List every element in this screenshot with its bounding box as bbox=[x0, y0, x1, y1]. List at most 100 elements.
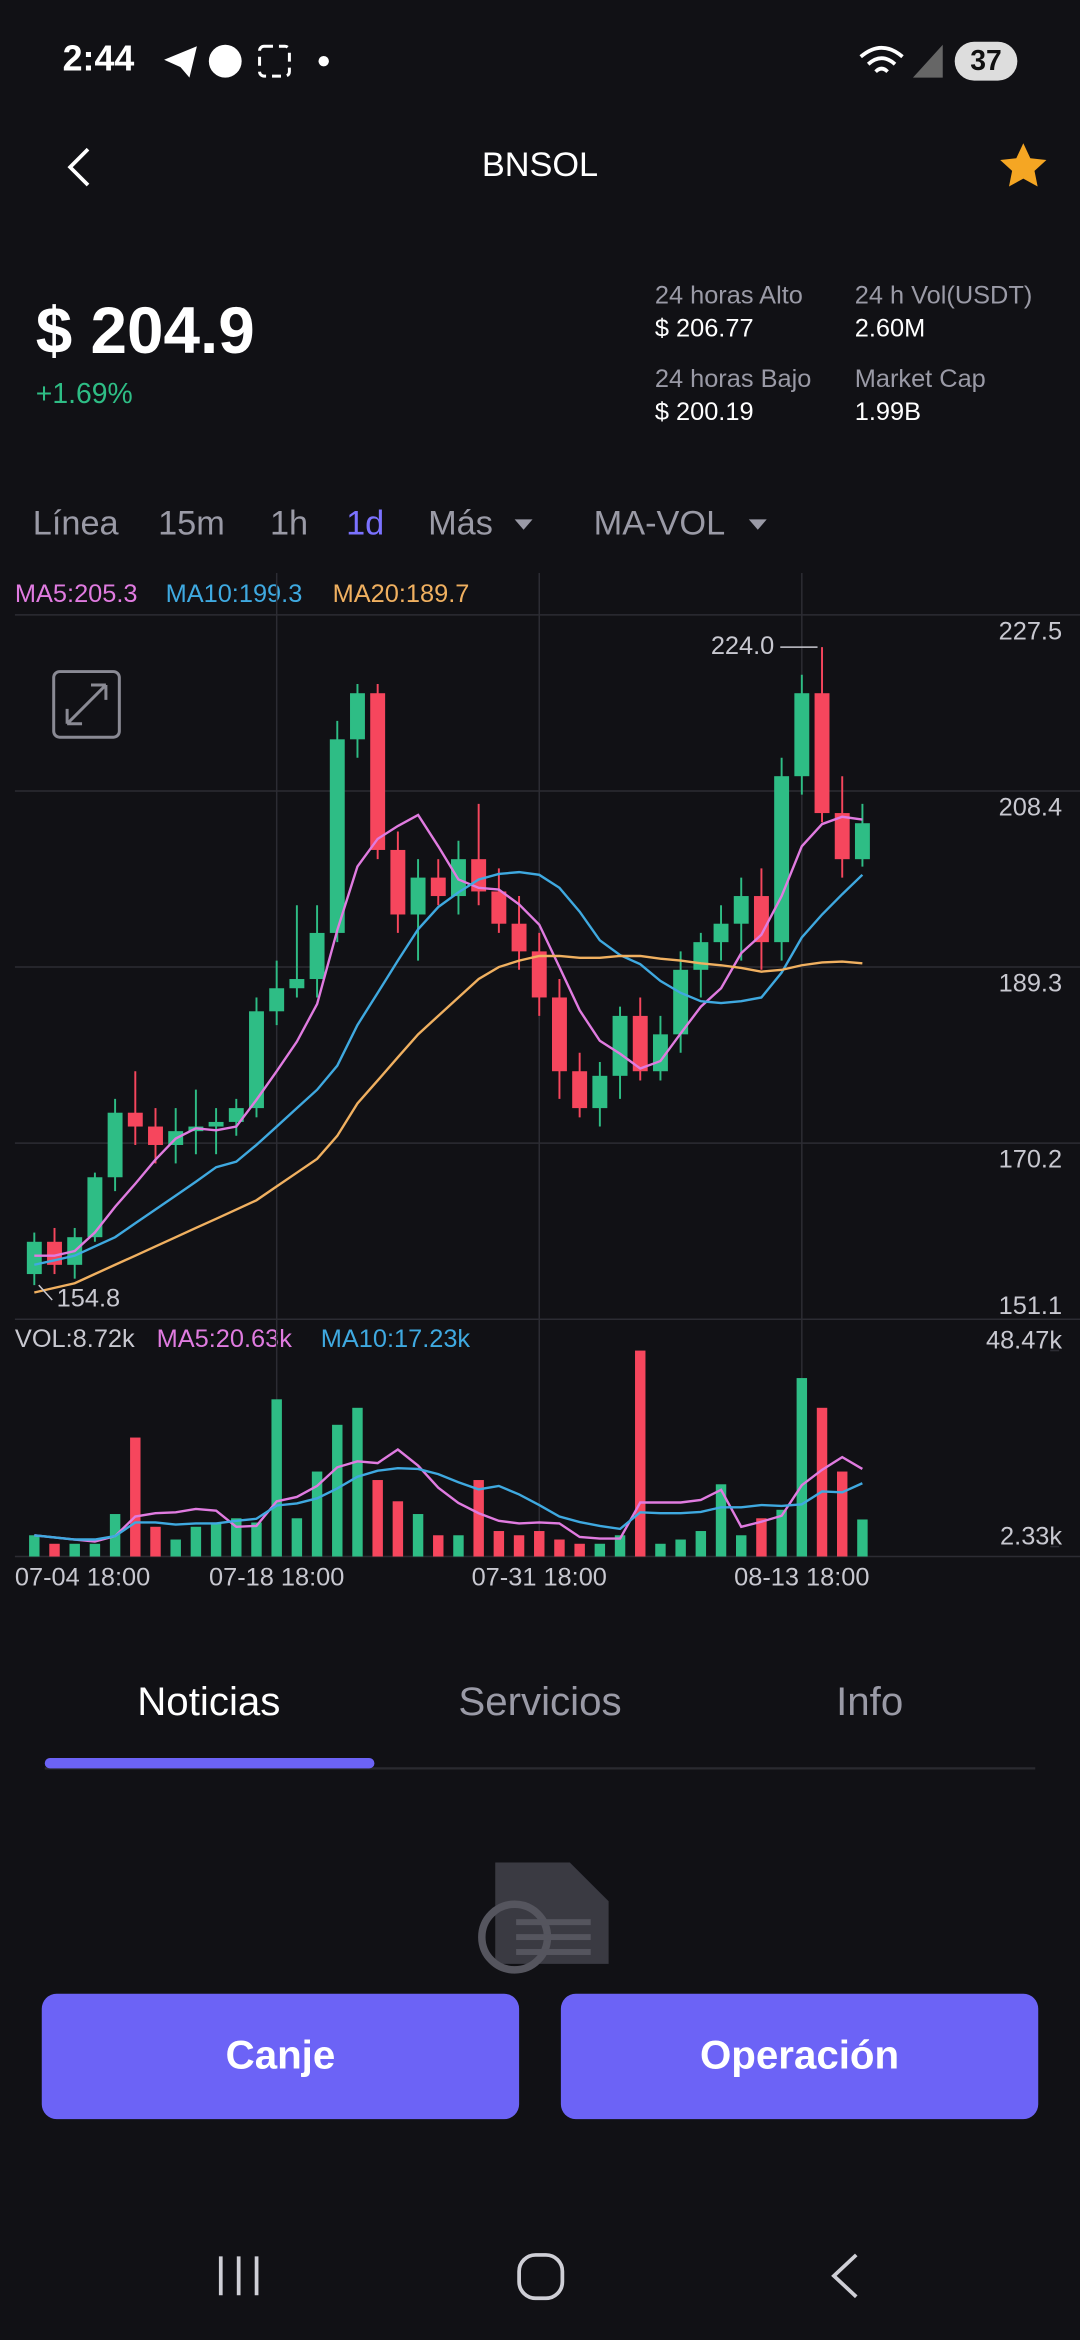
volume-bar bbox=[89, 1543, 101, 1557]
volume-bar bbox=[412, 1514, 424, 1557]
candle-body bbox=[228, 1108, 244, 1122]
candle-body bbox=[713, 923, 729, 943]
volume-legend: MA5:20.63k bbox=[157, 1325, 293, 1353]
stat-value: $ 206.77 bbox=[655, 315, 754, 343]
candle-body bbox=[612, 1015, 628, 1076]
volume-bar bbox=[614, 1535, 626, 1557]
nav-recents[interactable] bbox=[218, 2256, 259, 2296]
candle-body bbox=[430, 877, 446, 897]
volume-bar bbox=[695, 1531, 707, 1557]
volume-bar bbox=[190, 1526, 202, 1557]
high-annotation: 224.0 bbox=[711, 632, 774, 660]
interval-tab-active[interactable]: 1d bbox=[346, 504, 384, 542]
pair-title: BNSOL bbox=[482, 146, 598, 184]
y-tick-label: 227.5 bbox=[999, 617, 1062, 645]
volume-bar bbox=[534, 1531, 545, 1557]
interval-tab[interactable]: 1h bbox=[270, 504, 308, 542]
candle-body bbox=[551, 997, 567, 1072]
favorite-star[interactable] bbox=[1000, 143, 1047, 187]
volume-bar bbox=[776, 1509, 787, 1557]
volume-bar bbox=[635, 1350, 646, 1557]
volume-bar bbox=[736, 1535, 747, 1557]
ma-legend: MA10:199.3 bbox=[166, 580, 303, 608]
whatsapp-icon bbox=[208, 44, 242, 78]
candle-body bbox=[148, 1126, 163, 1145]
candle-body bbox=[774, 776, 790, 943]
volume-bar bbox=[271, 1399, 282, 1557]
x-tick-label: 07-04 18:00 bbox=[15, 1564, 150, 1592]
interval-tab[interactable]: Línea bbox=[33, 504, 120, 542]
candle-body bbox=[794, 693, 810, 777]
candle-body bbox=[410, 877, 426, 915]
candle-body bbox=[834, 813, 850, 860]
candle-body bbox=[249, 1011, 264, 1109]
candle-body bbox=[814, 693, 830, 814]
low-annotation: 154.8 bbox=[57, 1285, 120, 1313]
volume-bar bbox=[655, 1543, 666, 1557]
swap-button-label: Canje bbox=[226, 2033, 336, 2078]
empty-news-icon bbox=[478, 1862, 609, 1974]
candle-body bbox=[753, 896, 769, 943]
trade-button-label: Operación bbox=[700, 2033, 899, 2078]
x-tick-label: 07-31 18:00 bbox=[472, 1564, 607, 1592]
nav-home[interactable] bbox=[517, 2253, 565, 2301]
candle-body bbox=[733, 896, 749, 924]
telegram-icon bbox=[164, 46, 197, 78]
candle-body bbox=[309, 932, 325, 980]
tab[interactable]: Info bbox=[836, 1679, 903, 1724]
tab-active[interactable]: Noticias bbox=[137, 1679, 280, 1724]
volume-bar bbox=[49, 1543, 60, 1557]
tab-indicator bbox=[44, 1757, 375, 1769]
volume-bar bbox=[311, 1471, 323, 1557]
ma-legend: MA5:205.3 bbox=[15, 580, 138, 608]
swap-button[interactable] bbox=[41, 1993, 520, 2120]
volume-bar bbox=[130, 1437, 141, 1557]
volume-bar bbox=[372, 1480, 383, 1557]
candle-body bbox=[854, 823, 870, 860]
volume-ma-line bbox=[34, 1466, 863, 1541]
volume-tick-label: 2.33k bbox=[1000, 1522, 1062, 1550]
stat-value: $ 200.19 bbox=[655, 398, 754, 426]
candle-body bbox=[107, 1112, 123, 1178]
screenshot-icon bbox=[258, 44, 291, 78]
stat-value: 1.99B bbox=[855, 398, 921, 426]
more-menu[interactable]: Más bbox=[428, 504, 493, 542]
volume-bar bbox=[251, 1522, 262, 1557]
back-button[interactable] bbox=[67, 147, 90, 187]
y-tick-label: 208.4 bbox=[999, 794, 1062, 822]
dropdown-arrow bbox=[514, 519, 533, 530]
tab[interactable]: Servicios bbox=[458, 1679, 621, 1724]
battery-level: 37 bbox=[970, 45, 1002, 77]
volume-bar bbox=[513, 1535, 525, 1557]
last-price: $ 204.9 bbox=[36, 294, 255, 367]
volume-bar bbox=[291, 1518, 303, 1557]
expand-button[interactable] bbox=[52, 670, 121, 739]
volume-bar bbox=[433, 1535, 444, 1557]
volume-legend: VOL:8.72k bbox=[15, 1325, 135, 1353]
volume-bar bbox=[210, 1522, 222, 1557]
stat-label: 24 horas Alto bbox=[655, 282, 803, 310]
trade-button[interactable] bbox=[560, 1993, 1039, 2120]
nav-back[interactable] bbox=[831, 2253, 858, 2299]
status-time: 2:44 bbox=[63, 39, 135, 79]
candle-body bbox=[390, 849, 406, 915]
candle-body bbox=[693, 942, 709, 970]
candle-body bbox=[329, 739, 345, 933]
volume-ma-line bbox=[34, 1448, 863, 1543]
candle-body bbox=[208, 1121, 224, 1127]
ma-line bbox=[34, 870, 864, 1266]
volume-tick-label: 48.47k bbox=[986, 1326, 1062, 1354]
indicator-menu[interactable]: MA-VOL bbox=[594, 504, 725, 542]
stat-value: 2.60M bbox=[855, 315, 925, 343]
volume-bar bbox=[332, 1424, 343, 1557]
y-tick-label: 151.1 bbox=[999, 1292, 1062, 1320]
x-tick-label: 07-18 18:00 bbox=[209, 1564, 344, 1592]
volume-bar bbox=[836, 1471, 848, 1557]
interval-tab[interactable]: 15m bbox=[158, 504, 225, 542]
ma-line bbox=[34, 954, 863, 1294]
volume-bar bbox=[756, 1518, 767, 1557]
stat-label: 24 h Vol(USDT) bbox=[855, 282, 1033, 310]
candle-body bbox=[511, 923, 527, 952]
volume-bar bbox=[554, 1539, 565, 1557]
